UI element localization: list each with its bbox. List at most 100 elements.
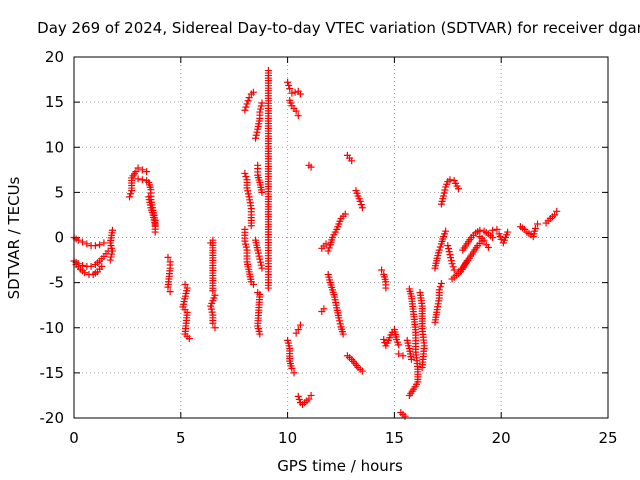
data-point	[258, 264, 266, 272]
series-track-21	[284, 336, 298, 377]
data-point	[339, 330, 347, 338]
data-point	[87, 262, 95, 270]
data-point	[448, 260, 456, 268]
series-track-46	[489, 225, 512, 247]
y-tick-label: -15	[40, 364, 65, 382]
series-track-45	[476, 233, 492, 251]
data-point	[534, 220, 542, 228]
data-point	[79, 238, 87, 246]
data-point	[252, 131, 260, 139]
y-tick-label: -20	[40, 409, 65, 427]
series-track-01	[70, 234, 108, 250]
data-point	[380, 335, 388, 343]
data-point	[284, 78, 292, 86]
series-track-11	[241, 88, 257, 114]
series-track-37	[405, 285, 422, 399]
series-track-43	[448, 237, 486, 283]
data-point	[241, 106, 249, 114]
data-point	[257, 105, 265, 113]
data-points	[70, 67, 561, 420]
series-track-44	[459, 226, 497, 254]
x-tick-label: 10	[278, 429, 297, 447]
data-point	[164, 283, 172, 291]
data-point	[126, 193, 134, 201]
data-point	[307, 163, 315, 171]
data-point	[244, 190, 252, 198]
data-point	[207, 302, 215, 310]
data-point	[151, 221, 159, 229]
data-point	[288, 364, 296, 372]
series-track-40	[431, 227, 450, 272]
data-point	[378, 266, 386, 274]
data-point	[446, 251, 454, 259]
data-point	[382, 284, 390, 292]
data-point	[107, 253, 115, 261]
series-track-28	[324, 271, 347, 338]
data-point	[296, 321, 304, 329]
series-track-35	[397, 409, 409, 420]
data-point	[151, 228, 159, 236]
series-track-05	[126, 164, 151, 201]
data-point	[138, 176, 146, 184]
data-point	[305, 395, 313, 403]
data-point	[307, 391, 315, 399]
data-point	[291, 88, 299, 96]
data-point	[493, 225, 501, 233]
series-track-09	[179, 280, 193, 343]
data-point	[442, 227, 450, 235]
data-point	[134, 164, 142, 172]
data-point	[243, 184, 251, 192]
data-point	[207, 305, 215, 313]
series-track-08	[164, 253, 174, 296]
x-axis-label: GPS time / hours	[277, 457, 403, 475]
data-point	[83, 240, 91, 248]
data-point	[435, 286, 443, 294]
data-point	[407, 355, 415, 363]
series-track-47	[516, 220, 542, 241]
data-point	[256, 108, 264, 116]
data-point	[244, 187, 252, 195]
data-point	[209, 319, 217, 327]
series-track-18	[264, 67, 272, 292]
data-point	[399, 352, 407, 360]
data-point	[322, 240, 330, 248]
data-point	[357, 201, 365, 209]
series-track-39	[431, 280, 445, 326]
data-point	[242, 103, 250, 111]
series-track-36	[403, 336, 415, 363]
data-point	[242, 240, 250, 248]
y-tick-label: 10	[45, 138, 64, 156]
data-point	[290, 369, 298, 377]
series-track-31	[343, 352, 366, 375]
data-point	[551, 211, 559, 219]
data-point	[242, 173, 250, 181]
data-point	[288, 89, 296, 97]
series-track-20	[286, 96, 302, 120]
x-tick-label: 20	[492, 429, 511, 447]
x-tick-label: 5	[176, 429, 186, 447]
data-point	[100, 239, 108, 247]
data-point	[208, 308, 216, 316]
y-tick-label: -5	[49, 274, 64, 292]
data-point	[74, 236, 82, 244]
data-point	[132, 168, 140, 176]
data-point	[134, 175, 142, 183]
series-track-41	[437, 176, 462, 208]
data-point	[395, 341, 403, 349]
data-point	[325, 244, 333, 252]
series-track-32	[378, 266, 390, 292]
data-point	[256, 255, 264, 263]
series-track-25	[318, 240, 330, 252]
data-point	[440, 192, 448, 200]
data-point	[81, 269, 89, 277]
series-track-33	[380, 326, 403, 350]
data-point	[181, 280, 189, 288]
data-point	[489, 226, 497, 234]
data-point	[476, 226, 484, 234]
data-point	[292, 329, 300, 337]
data-point	[294, 112, 302, 120]
data-point	[449, 263, 457, 271]
data-point	[401, 412, 409, 420]
y-tick-label: 15	[45, 93, 64, 111]
data-point	[127, 190, 135, 198]
